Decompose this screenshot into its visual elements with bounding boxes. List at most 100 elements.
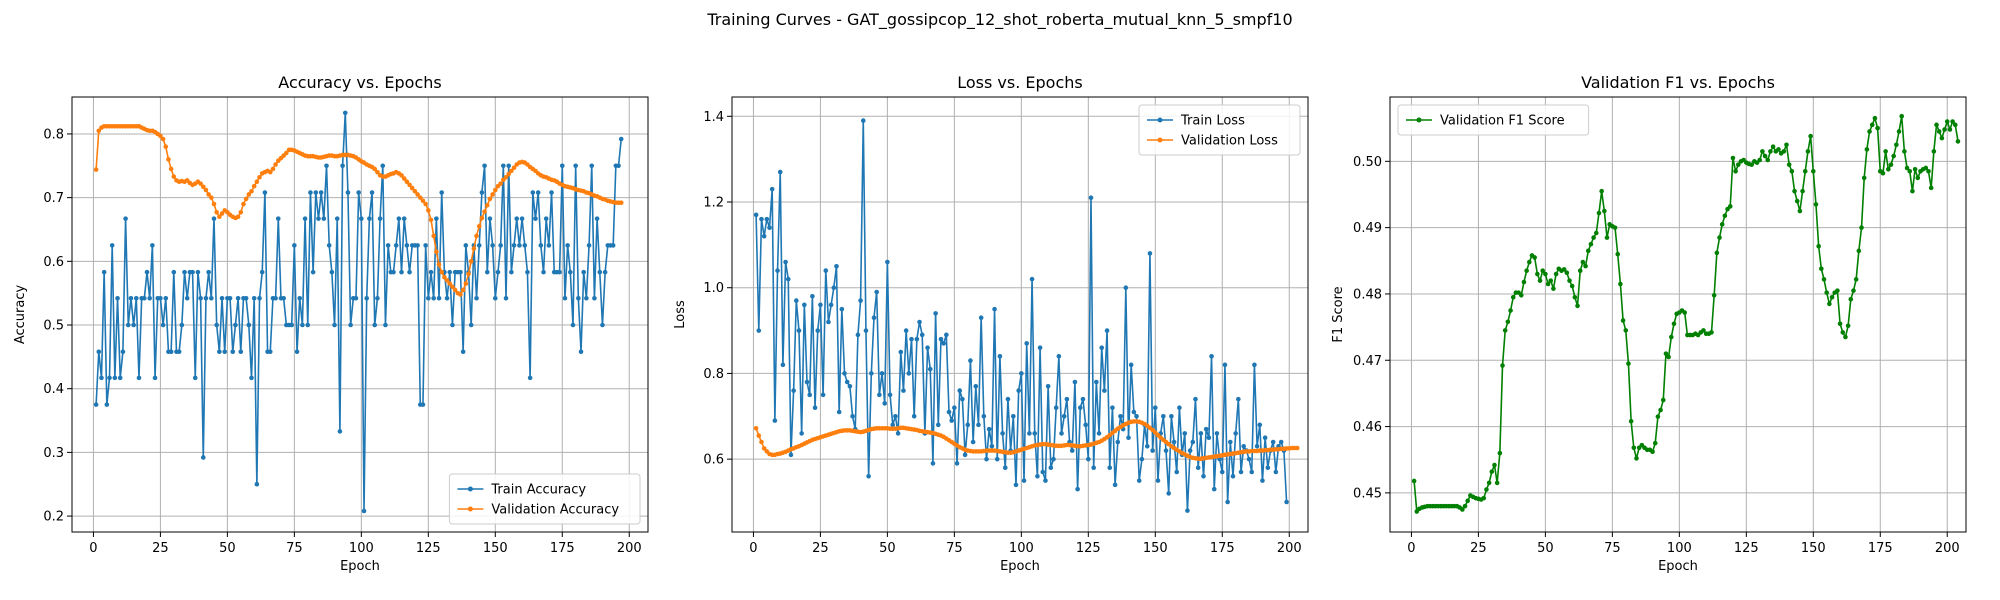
loss-point-0-196 (1278, 439, 1284, 445)
accuracy-point-0-11 (123, 216, 128, 221)
f1-point-0-132 (1765, 157, 1771, 163)
loss-point-1-3 (761, 446, 767, 451)
loss-point-0-175 (1222, 362, 1228, 368)
f1-point-0-57 (1564, 270, 1570, 276)
f1-point-0-45 (1532, 255, 1537, 260)
accuracy-point-0-16 (136, 375, 142, 381)
loss-ytick-label-0: 0.6 (703, 453, 724, 468)
loss-point-0-191 (1265, 465, 1271, 471)
loss-point-0-131 (1104, 328, 1110, 333)
accuracy-point-0-47 (219, 295, 225, 301)
accuracy-point-1-147 (487, 196, 493, 202)
f1-xtick-label-1: 25 (1470, 541, 1487, 556)
f1-point-0-60 (1572, 294, 1578, 300)
f1-point-0-152 (1819, 266, 1824, 272)
accuracy-point-1-42 (206, 192, 211, 197)
loss-point-0-5 (767, 225, 772, 231)
accuracy-point-1-131 (444, 278, 450, 283)
f1-point-0-26 (1481, 495, 1487, 501)
loss-point-0-172 (1214, 431, 1220, 436)
loss-point-0-28 (828, 302, 834, 308)
accuracy-point-1-0 (93, 167, 99, 172)
loss-point-0-168 (1203, 426, 1209, 432)
accuracy-point-1-145 (482, 209, 487, 214)
accuracy-point-0-106 (377, 216, 383, 221)
loss-point-0-120 (1075, 486, 1080, 492)
f1-point-0-164 (1851, 288, 1856, 293)
loss-point-0-12 (785, 276, 791, 282)
loss-point-0-106 (1037, 345, 1043, 351)
accuracy-point-0-165 (535, 190, 541, 195)
loss-point-0-115 (1061, 413, 1067, 419)
accuracy-point-1-56 (243, 196, 249, 202)
accuracy-legend-marker-1 (467, 506, 473, 512)
accuracy-chart-title: Accuracy vs. Epochs (278, 73, 441, 92)
accuracy-point-0-183 (584, 295, 589, 301)
accuracy-point-0-1 (96, 349, 102, 355)
f1-point-0-32 (1497, 450, 1503, 456)
f1-series-0 (1411, 113, 1961, 514)
f1-point-0-147 (1805, 149, 1811, 154)
loss-point-0-184 (1246, 456, 1252, 462)
accuracy-point-0-136 (458, 269, 463, 275)
f1-legend-box (1397, 104, 1590, 136)
f1-point-0-62 (1577, 268, 1583, 274)
loss-point-0-78 (962, 452, 968, 458)
loss-point-0-33 (842, 371, 847, 376)
f1-point-0-149 (1810, 168, 1816, 174)
f1-point-0-28 (1486, 480, 1492, 486)
f1-point-0-66 (1588, 241, 1594, 247)
loss-point-0-16 (796, 328, 802, 333)
accuracy-legend-label-0: Train Accuracy (490, 483, 586, 498)
f1-point-0-116 (1722, 213, 1728, 218)
f1-point-0-148 (1808, 133, 1813, 139)
f1-point-0-41 (1521, 279, 1527, 285)
f1-point-0-113 (1714, 250, 1720, 256)
accuracy-point-0-92 (340, 163, 345, 169)
f1-xtick-label-4: 100 (1667, 541, 1692, 556)
accuracy-point-0-138 (463, 243, 469, 248)
f1-point-0-198 (1942, 127, 1947, 132)
loss-point-0-169 (1206, 435, 1212, 441)
accuracy-point-0-56 (243, 295, 249, 301)
f1-point-0-166 (1856, 248, 1862, 254)
loss-point-0-144 (1139, 456, 1145, 462)
f1-point-0-49 (1543, 271, 1548, 277)
accuracy-point-1-156 (511, 165, 517, 170)
accuracy-point-0-9 (117, 375, 123, 381)
loss-point-0-99 (1019, 371, 1024, 376)
loss-point-0-39 (858, 298, 863, 303)
f1-point-0-58 (1567, 278, 1572, 283)
accuracy-point-1-133 (450, 284, 455, 290)
loss-point-0-122 (1080, 396, 1086, 402)
loss-point-0-22 (812, 405, 818, 411)
loss-point-0-47 (879, 371, 885, 376)
accuracy-ytick-label-2: 0.4 (43, 382, 64, 397)
f1-point-0-182 (1899, 113, 1904, 119)
loss-point-0-29 (831, 285, 837, 291)
f1-point-0-145 (1800, 188, 1805, 194)
accuracy-point-1-29 (171, 174, 177, 179)
f1-point-0-186 (1910, 188, 1915, 194)
accuracy-point-0-188 (597, 269, 603, 275)
f1-xtick-label-6: 150 (1801, 541, 1826, 556)
accuracy-point-1-139 (466, 271, 471, 277)
accuracy-ytick-label-3: 0.5 (43, 319, 64, 334)
accuracy-point-0-114 (399, 269, 404, 275)
loss-point-0-26 (823, 268, 829, 273)
loss-point-0-138 (1123, 285, 1129, 291)
loss-point-0-54 (898, 349, 904, 355)
accuracy-point-0-131 (444, 295, 450, 301)
accuracy-point-0-153 (503, 295, 509, 301)
loss-point-0-72 (946, 409, 952, 415)
accuracy-point-0-160 (522, 243, 528, 248)
f1-series-line-0 (1413, 115, 1959, 513)
loss-point-0-66 (930, 461, 936, 466)
f1-point-0-91 (1655, 414, 1661, 419)
accuracy-point-0-116 (404, 243, 410, 248)
f1-ytick-label-1: 0.46 (1353, 420, 1382, 435)
loss-point-0-51 (890, 422, 896, 428)
accuracy-point-0-161 (525, 269, 530, 275)
loss-point-0-70 (941, 341, 946, 346)
f1-point-0-20 (1465, 498, 1470, 504)
